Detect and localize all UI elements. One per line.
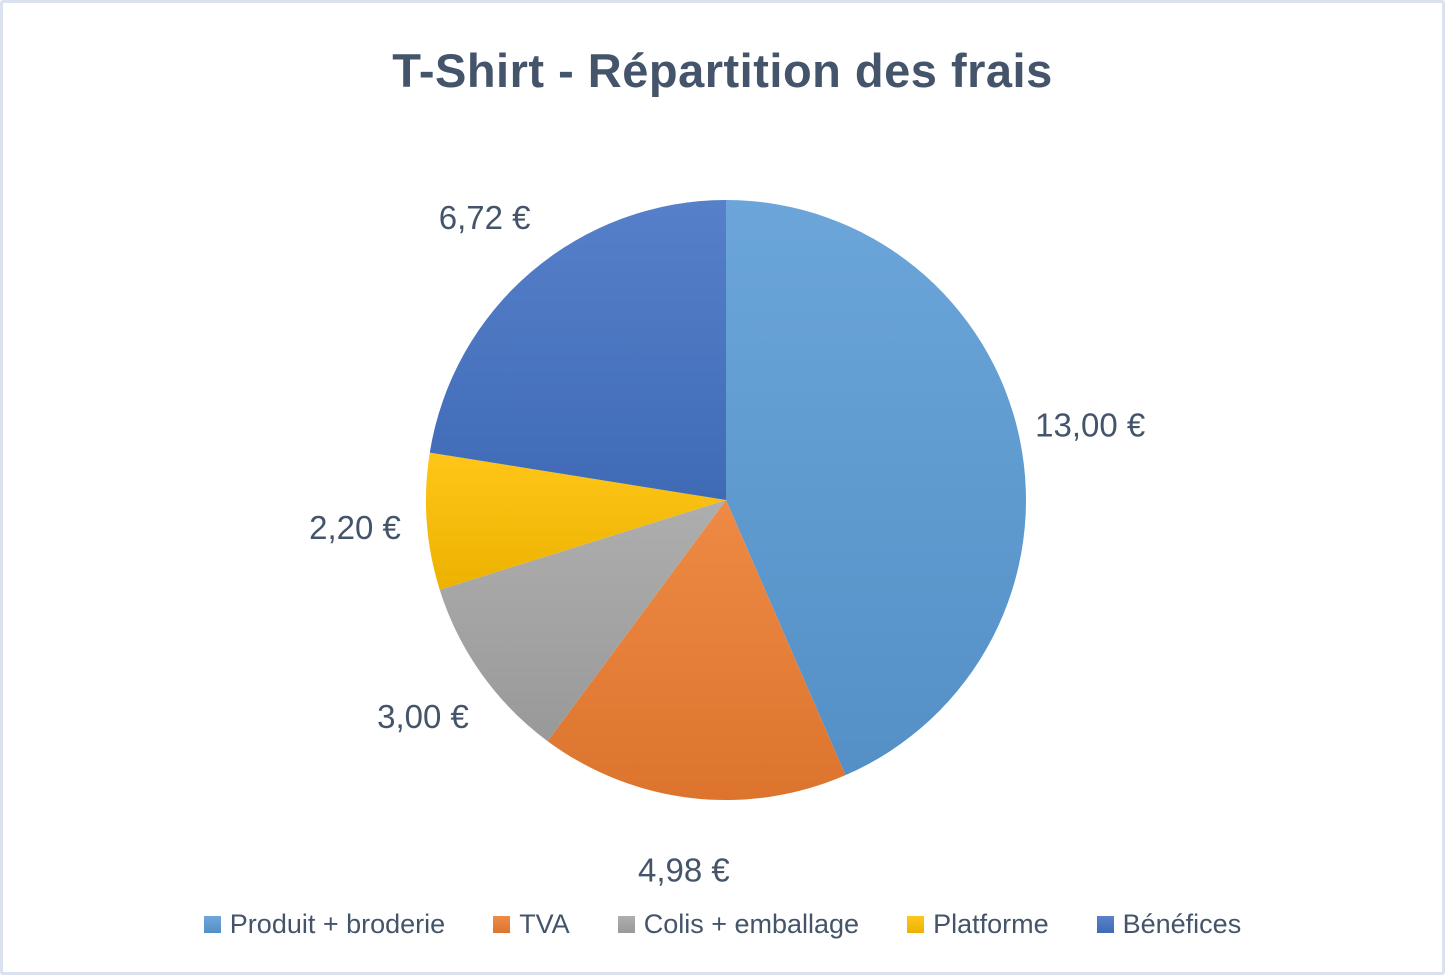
legend-item-produit-broderie[interactable]: Produit + broderie [203, 909, 446, 940]
pie-slice-platforme[interactable] [425, 452, 726, 590]
legend-item-platforme[interactable]: Platforme [907, 909, 1049, 940]
data-label-2: 3,00 € [377, 698, 469, 735]
data-label-0: 13,00 € [1035, 406, 1145, 443]
legend-swatch-icon [203, 916, 221, 933]
legend-label: Produit + broderie [229, 909, 446, 939]
legend-swatch-icon [493, 916, 511, 933]
legend-item-colis-emballage[interactable]: Colis + emballage [617, 909, 860, 940]
legend-swatch-icon [617, 916, 635, 933]
pie-slice-b-n-fices[interactable] [429, 200, 726, 500]
legend-label: Colis + emballage [643, 909, 860, 939]
legend-swatch-icon [1096, 916, 1114, 933]
pie-slice-tva[interactable] [547, 500, 846, 800]
legend-label: TVA [519, 909, 570, 939]
data-label-1: 4,98 € [638, 852, 730, 889]
pie-chart: 13,00 € 4,98 € 3,00 € 2,20 € 6,72 € [309, 199, 1145, 889]
data-label-4: 6,72 € [439, 199, 531, 236]
pie-slice-colis-emballage[interactable] [439, 500, 726, 742]
legend-item-b-n-fices[interactable]: Bénéfices [1096, 909, 1242, 940]
legend-label: Platforme [933, 909, 1049, 939]
chart-title: T-Shirt - Répartition des frais [392, 44, 1053, 97]
pie-slice-produit-broderie[interactable] [726, 200, 1026, 776]
legend-swatch-icon [907, 916, 925, 933]
legend-item-tva[interactable]: TVA [493, 909, 570, 940]
legend: Produit + broderie TVA Colis + emballage Pl… [3, 909, 1442, 940]
legend-label: Bénéfices [1122, 909, 1242, 939]
data-label-3: 2,20 € [309, 509, 401, 546]
